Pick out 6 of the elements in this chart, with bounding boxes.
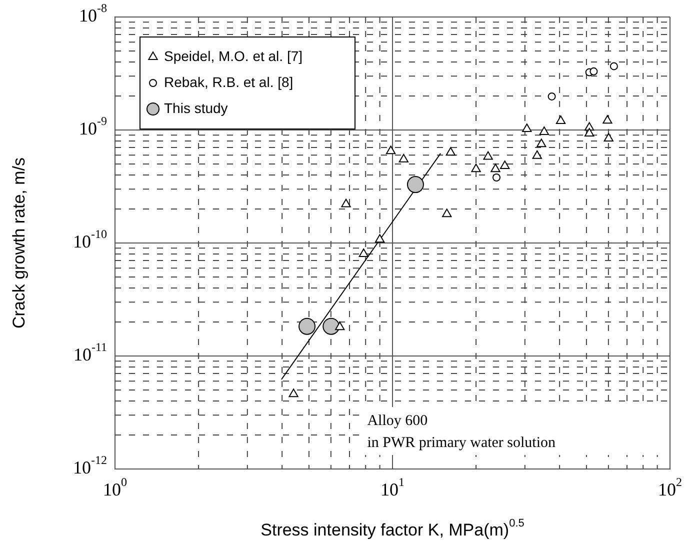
annotation: Alloy 600 (367, 412, 428, 429)
legend-label: This study (164, 100, 228, 116)
y-axis-title: Crack growth rate, m/s (10, 157, 29, 328)
legend-label: Speidel, M.O. et al. [7] (164, 48, 303, 64)
legend-label: Rebak, R.B. et al. [8] (164, 74, 294, 90)
annotation: in PWR primary water solution (367, 434, 556, 451)
